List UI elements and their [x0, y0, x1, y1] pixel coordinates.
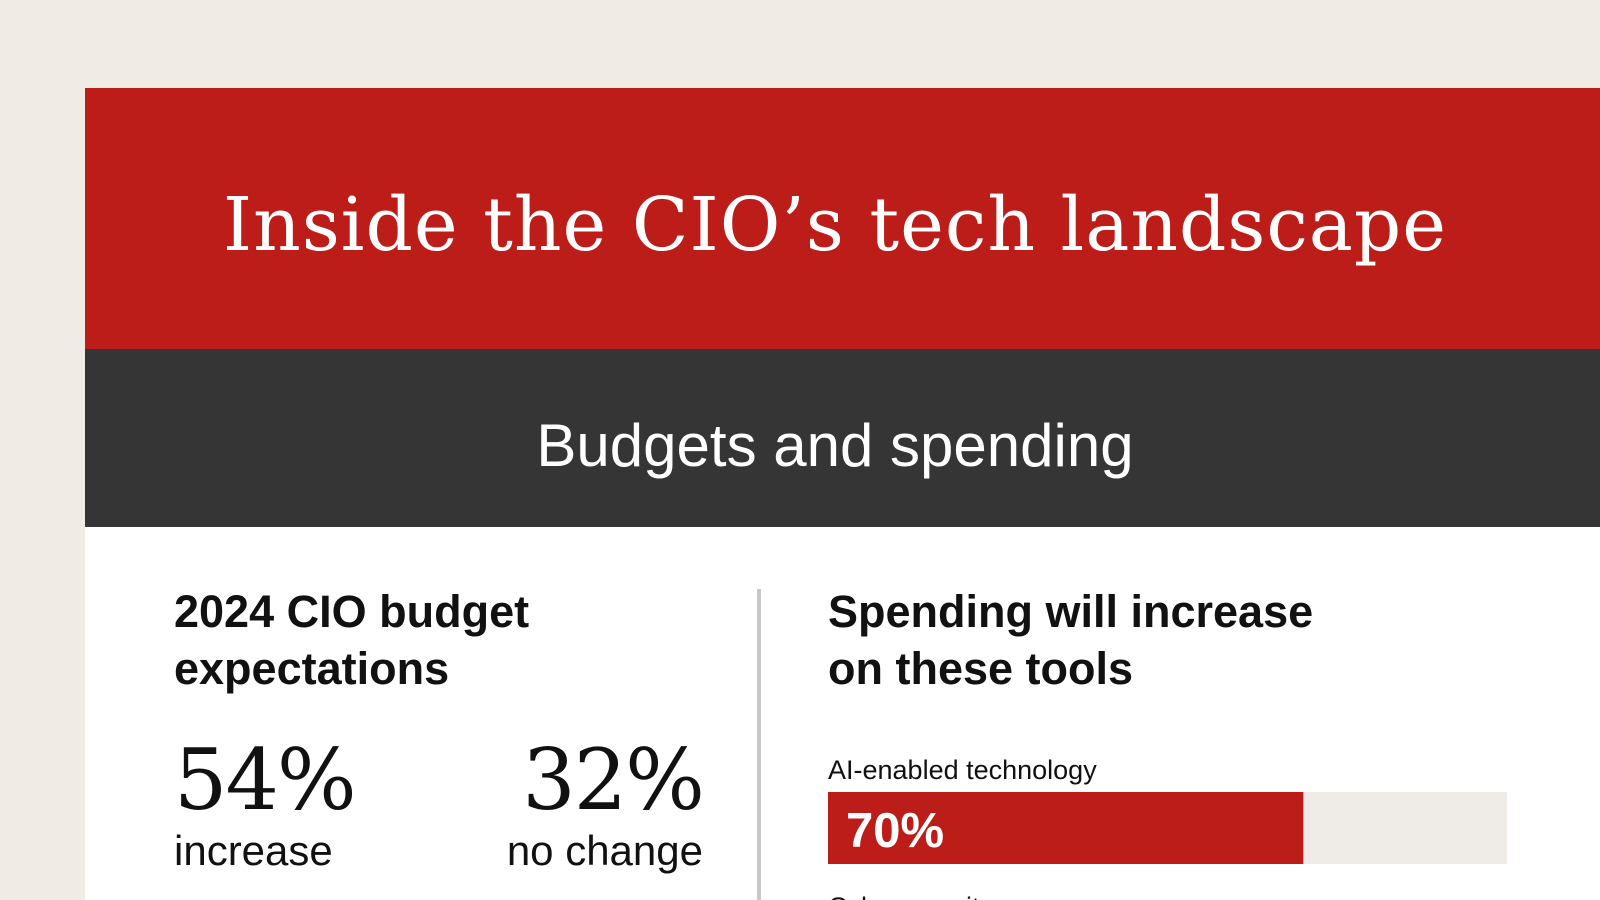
spending-heading-line2: on these tools [828, 643, 1134, 694]
stat-no-change-label: no change [506, 827, 703, 874]
stat-no-change: 32% no change [443, 731, 705, 877]
budget-expectations-heading: 2024 CIO budget expectations [174, 583, 694, 697]
spending-bar-chart: AI-enabled technology 70% Cybersecurity [828, 757, 1507, 900]
budget-heading-line1: 2024 CIO budget [174, 586, 530, 637]
spending-heading-line1: Spending will increase [828, 586, 1314, 637]
stat-increase: 54% increase [174, 735, 434, 877]
infographic-card: Inside the CIO’s tech landscape Budgets … [85, 88, 1600, 900]
bar-category-label: Cybersecurity [828, 892, 994, 900]
title-banner: Inside the CIO’s tech landscape [85, 88, 1600, 349]
bar-category-label: AI-enabled technology [828, 757, 1097, 785]
bar-value-label: 70% [846, 804, 944, 858]
column-divider [757, 589, 761, 900]
stat-increase-value: 54% [174, 731, 357, 829]
content-area: 2024 CIO budget expectations 54% increas… [85, 527, 1600, 900]
stat-no-change-value: 32% [522, 731, 705, 829]
stat-increase-label: increase [174, 827, 333, 874]
page-title: Inside the CIO’s tech landscape [222, 182, 1448, 268]
budget-heading-line2: expectations [174, 643, 450, 694]
spending-heading: Spending will increase on these tools [828, 583, 1388, 697]
bar [828, 792, 1304, 864]
section-title: Budgets and spending [536, 412, 1134, 479]
section-banner: Budgets and spending [85, 349, 1600, 527]
